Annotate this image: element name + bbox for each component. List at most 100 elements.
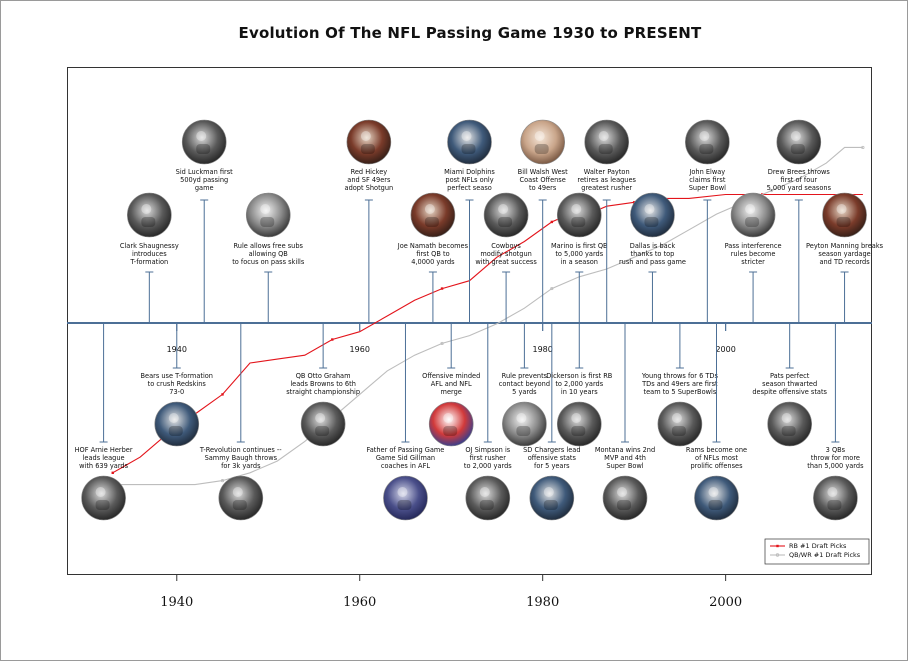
event-label-line: Sammy Baugh throws bbox=[205, 454, 278, 462]
event-label-line: in 10 years bbox=[561, 388, 598, 396]
photo-highlight bbox=[598, 131, 609, 141]
photo-figure bbox=[745, 217, 760, 227]
player-photo-icon bbox=[685, 119, 730, 165]
event-label-line: rush and pass game bbox=[619, 258, 686, 266]
qb-data-point bbox=[220, 479, 225, 483]
event-label-line: to 2,000 yards bbox=[555, 380, 603, 388]
photo-figure bbox=[196, 144, 211, 154]
photo-figure bbox=[781, 426, 796, 436]
photo-highlight bbox=[479, 487, 490, 497]
photo-figure bbox=[461, 144, 476, 154]
event-label-line: straight championship bbox=[286, 388, 360, 396]
event-label-line: with great success bbox=[475, 258, 537, 266]
qb-data-point bbox=[660, 243, 664, 248]
photo-figure bbox=[571, 426, 586, 436]
photo-figure bbox=[790, 144, 805, 154]
player-photo-icon bbox=[465, 475, 511, 521]
qb-data-point bbox=[769, 188, 773, 193]
photo-highlight bbox=[424, 204, 435, 214]
photo-figure bbox=[827, 500, 842, 510]
legend-marker bbox=[776, 544, 779, 548]
rb-data-point bbox=[440, 287, 444, 290]
event-label-line: with 639 yards bbox=[79, 462, 128, 470]
event-label-line: to 5,000 yards bbox=[555, 250, 603, 258]
event-label-line: 5,000 yard seasons bbox=[767, 184, 832, 192]
event-label-line: perfect seaso bbox=[447, 184, 492, 192]
photo-highlight bbox=[534, 131, 545, 141]
event-label-line: team to 5 SuperBowls bbox=[644, 388, 717, 396]
event-label-line: thanks to top bbox=[631, 250, 675, 258]
photo-figure bbox=[260, 217, 275, 227]
photo-figure bbox=[699, 144, 714, 154]
event-label-line: Dallas is back bbox=[630, 242, 676, 250]
player-photo-icon bbox=[767, 401, 812, 447]
event-label-line: to 49ers bbox=[529, 184, 557, 192]
rb-draft-series-line bbox=[112, 193, 863, 474]
event-label-line: adopt Shotgun bbox=[345, 184, 394, 192]
event-label-line: OJ Simpson is bbox=[465, 446, 510, 454]
event-label-line: merge bbox=[441, 388, 462, 396]
photo-highlight bbox=[443, 413, 454, 423]
legend-box bbox=[764, 538, 870, 565]
event-label-line: retires as leagues bbox=[577, 176, 636, 184]
league-logo-icon bbox=[428, 401, 474, 447]
player-photo-icon bbox=[556, 192, 602, 238]
event-label-line: Bill Walsh West bbox=[518, 168, 568, 176]
x-axis-tick-label: 2000 bbox=[709, 595, 742, 610]
event-label-line: for 3k yards bbox=[221, 462, 261, 470]
event-label-line: Cowboys bbox=[491, 242, 521, 250]
book-cover-icon bbox=[383, 475, 428, 521]
event-label-line: Joe Namath becomes bbox=[397, 242, 469, 250]
event-label-line: Montana wins 2nd bbox=[595, 446, 655, 454]
photo-highlight bbox=[196, 131, 207, 141]
event-label-line: first QB to bbox=[416, 250, 449, 258]
player-photo-icon bbox=[81, 475, 126, 521]
event-label-line: offensive stats bbox=[528, 454, 577, 462]
photo-figure bbox=[644, 217, 659, 227]
event-label-line: to 2,000 yards bbox=[464, 462, 512, 470]
event-label-line: 3 QBs bbox=[826, 446, 846, 454]
photo-highlight bbox=[781, 413, 792, 423]
photo-figure bbox=[141, 217, 156, 227]
event-label-line: T-formation bbox=[129, 258, 168, 266]
event-label-line: Pass interference bbox=[725, 242, 782, 250]
photo-figure bbox=[168, 426, 183, 436]
event-label-line: TDs and 49ers are first bbox=[641, 380, 718, 388]
event-label-line: Marino is first QB bbox=[551, 242, 608, 250]
photo-figure bbox=[543, 500, 558, 510]
photo-figure bbox=[598, 144, 613, 154]
event-label-line: Sid Luckman first bbox=[176, 168, 234, 176]
referee-photo-icon bbox=[245, 192, 291, 238]
photo-highlight bbox=[571, 413, 582, 423]
event-label-line: HOF Arnie Herber bbox=[75, 446, 133, 454]
team-photo-icon bbox=[529, 475, 575, 521]
x-axis-tick-label: 1940 bbox=[160, 595, 193, 610]
photo-highlight bbox=[543, 487, 554, 497]
event-label-line: throw for more bbox=[811, 454, 860, 462]
photo-highlight bbox=[699, 131, 710, 141]
event-label-line: Super Bowl bbox=[689, 184, 726, 192]
photo-highlight bbox=[836, 204, 847, 214]
rb-data-point bbox=[550, 220, 554, 224]
game-action-icon bbox=[346, 119, 392, 165]
referee-photo-icon bbox=[730, 192, 776, 238]
rb-data-point bbox=[111, 471, 114, 474]
player-photo-icon bbox=[602, 475, 648, 521]
photo-figure bbox=[443, 426, 458, 436]
